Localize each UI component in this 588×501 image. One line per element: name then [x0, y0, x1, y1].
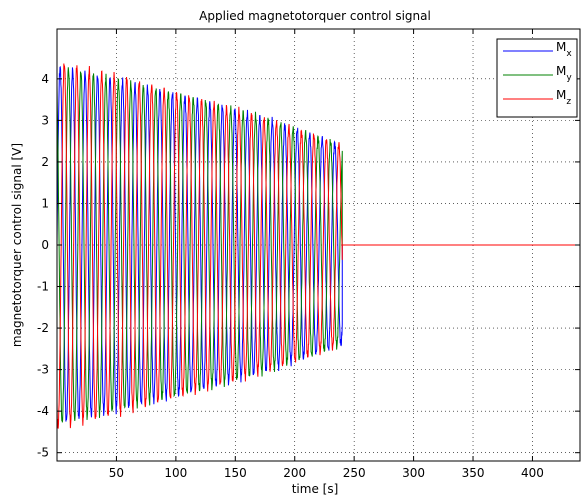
- y-axis-label: magnetotorquer control signal [V]: [10, 143, 24, 347]
- y-tick-label: -5: [37, 446, 49, 460]
- y-tick-label: 4: [41, 72, 49, 86]
- series-line-mz: [56, 63, 580, 429]
- series-line-my: [56, 67, 580, 423]
- x-tick-label: 150: [224, 466, 247, 480]
- y-tick-label: 0: [41, 238, 49, 252]
- x-axis-label: time [s]: [292, 482, 339, 496]
- x-tick-label: 400: [521, 466, 544, 480]
- legend-label-my: My: [556, 64, 572, 83]
- x-tick-label: 350: [462, 466, 485, 480]
- series-group: [56, 63, 580, 429]
- legend-box: [496, 38, 578, 118]
- y-tick-label: -2: [37, 321, 49, 335]
- x-tick-label: 300: [402, 466, 425, 480]
- y-tick-label: 2: [41, 155, 49, 169]
- legend: Mx My Mz: [496, 38, 578, 118]
- legend-label-mz: Mz: [556, 88, 571, 107]
- axis-ticks: 50 100 150 200 250 300 350 400 -5 -4 -3 -2 -1 0 1 2 3 4: [37, 29, 580, 480]
- y-tick-label: 1: [41, 196, 49, 210]
- x-tick-label: 200: [283, 466, 306, 480]
- y-tick-label: -3: [37, 363, 49, 377]
- chart-title: Applied magnetotorquer control signal: [199, 9, 431, 23]
- legend-label-mx: Mx: [556, 40, 572, 59]
- y-tick-label: -4: [37, 404, 49, 418]
- x-tick-label: 100: [164, 466, 187, 480]
- y-tick-label: -1: [37, 280, 49, 294]
- y-tick-label: 3: [41, 113, 49, 127]
- x-tick-label: 250: [343, 466, 366, 480]
- x-tick-label: 50: [109, 466, 124, 480]
